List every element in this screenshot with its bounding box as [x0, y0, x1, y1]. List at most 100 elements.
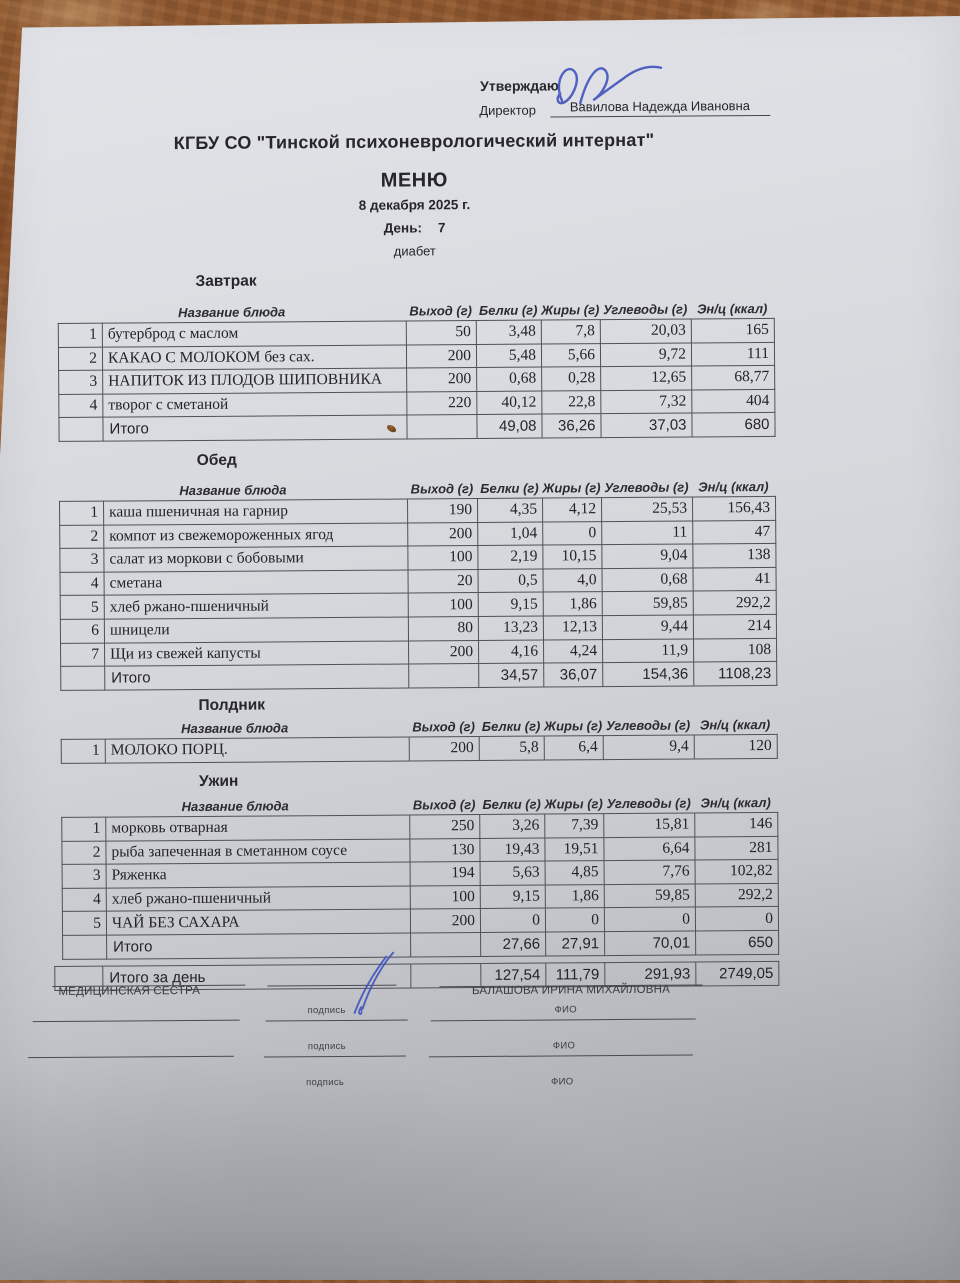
fio-caption: ФИО	[554, 1004, 577, 1016]
cell-carbs: 9,4	[603, 735, 695, 760]
col-header-name: Название блюда	[179, 482, 287, 499]
cell-out: 130	[409, 838, 481, 863]
col-header-energy: Эн/ц (ккал)	[700, 794, 771, 811]
meal-section-dinner: Ужин Название блюда Выход (г) Белки (г) …	[61, 769, 779, 960]
cell-out: 200	[410, 908, 481, 933]
cell-out: 100	[410, 885, 481, 910]
organization-title: КГБУ СО "Тинской психоневрологический ин…	[173, 129, 655, 154]
col-header-name: Название блюда	[181, 798, 289, 815]
meal-section-lunch: Обед Название блюда Выход (г) Белки (г) …	[59, 448, 777, 691]
cell-protein: 40,12	[476, 390, 542, 415]
cell-carbs: 59,85	[604, 883, 696, 909]
cell-out: 200	[408, 640, 479, 665]
cell-out: 194	[410, 861, 481, 886]
cell-n: 3	[59, 548, 105, 573]
col-header-out: Выход (г)	[409, 303, 473, 319]
menu-day: День: 7	[57, 218, 772, 238]
cell-n: 4	[60, 571, 105, 596]
cell-n: 1	[61, 817, 106, 842]
cell-n: 5	[60, 595, 105, 620]
total-protein: 49,08	[476, 414, 543, 439]
total-protein: 34,57	[478, 663, 544, 688]
cell-name: морковь отварная	[105, 814, 410, 841]
cell-energy: 0	[695, 906, 779, 931]
meal-title: Завтрак	[195, 272, 257, 290]
cell-energy: 146	[694, 812, 778, 837]
cell-out: 200	[409, 736, 480, 761]
cell-protein: 5,8	[479, 736, 545, 761]
cell-name: хлеб ржано-пшеничный	[106, 885, 411, 912]
cell-energy: 41	[693, 567, 777, 592]
cell-energy: 281	[694, 836, 779, 861]
cell-energy: 120	[694, 734, 778, 759]
cell-n: 3	[58, 370, 103, 395]
col-header-protein: Белки (г)	[478, 302, 538, 318]
col-header-protein: Белки (г)	[481, 718, 541, 734]
cell-protein: 13,23	[478, 616, 544, 641]
cell-fat: 5,66	[541, 343, 601, 368]
col-header-carbs: Углеводы (г)	[604, 479, 689, 496]
meal-section-breakfast: Завтрак Название блюда Выход (г) Белки (…	[57, 269, 776, 442]
cell-carbs: 0,68	[602, 567, 694, 593]
cell-carbs: 15,81	[603, 813, 695, 838]
cell-out: 50	[406, 320, 477, 345]
cell-carbs: 9,72	[600, 342, 692, 367]
day-total-protein: 127,54	[480, 963, 546, 988]
cell-name: КАКАО С МОЛОКОМ без сах.	[102, 344, 407, 371]
lunch-table: 1 каша пшеничная на гарнир 190 4,35 4,12 25,5…	[59, 496, 777, 691]
meal-section-snack: Полдник Название блюда Выход (г) Белки (…	[60, 693, 778, 764]
cell-fat: 12,13	[543, 615, 603, 640]
cell-out: 100	[408, 592, 479, 617]
cell-empty	[410, 932, 481, 957]
cell-energy: 292,2	[693, 590, 777, 615]
cell-fat: 6,4	[544, 735, 604, 760]
total-fat: 27,91	[545, 931, 605, 956]
cell-out: 100	[407, 545, 479, 570]
cell-carbs: 9,04	[601, 544, 694, 569]
director-signature-ink	[556, 65, 663, 105]
cell-empty	[408, 663, 479, 688]
signature-line	[265, 1019, 408, 1022]
cell-name: хлеб ржано-пшеничный	[104, 593, 409, 620]
cell-out: 20	[408, 569, 479, 594]
cell-fat: 0	[542, 521, 602, 546]
day-total-fat: 111,79	[545, 962, 605, 987]
meal-total-row: Итого 27,66 27,91 70,01 650	[62, 930, 779, 959]
cell-carbs: 7,32	[600, 389, 692, 415]
cell-out: 250	[409, 814, 480, 839]
col-header-out: Выход (г)	[410, 481, 474, 497]
cell-name: МОЛОКО ПОРЦ.	[105, 736, 410, 763]
cell-energy: 292,2	[695, 883, 779, 908]
day-value: 7	[437, 220, 446, 236]
cell-empty	[60, 666, 105, 691]
cell-protein: 0,5	[478, 568, 544, 593]
meal-title: Ужин	[198, 772, 239, 790]
cell-protein: 9,15	[478, 592, 544, 617]
snack-table: 1 МОЛОКО ПОРЦ. 200 5,8 6,4 9,4 120	[61, 734, 778, 764]
cell-n: 1	[59, 501, 104, 526]
cell-energy: 111	[691, 342, 775, 367]
cell-n: 1	[58, 323, 103, 348]
col-header-fat: Жиры (г)	[544, 796, 603, 812]
cell-energy: 214	[693, 614, 777, 639]
cell-protein: 4,16	[478, 639, 544, 664]
col-header-energy: Эн/ц (ккал)	[699, 716, 771, 733]
total-carbs: 70,01	[604, 930, 696, 956]
cell-name: сметана	[104, 569, 409, 596]
cell-n: 1	[61, 739, 106, 764]
cell-energy: 138	[692, 543, 776, 568]
cell-fat: 0	[545, 908, 605, 933]
cell-energy: 404	[691, 389, 775, 414]
cell-name: ЧАЙ БЕЗ САХАРА	[106, 909, 411, 936]
day-label: День:	[383, 220, 423, 236]
cell-fat: 10,15	[542, 544, 603, 569]
cell-energy: 156,43	[692, 496, 776, 521]
cell-protein: 0,68	[476, 367, 542, 392]
total-energy: 650	[695, 930, 779, 955]
cell-n: 2	[59, 524, 104, 549]
cell-fat: 0,28	[541, 366, 601, 391]
page-title: МЕНЮ	[380, 169, 448, 192]
cell-carbs: 20,03	[600, 319, 692, 344]
cell-fat: 22,8	[541, 390, 601, 415]
cell-fat: 19,51	[544, 837, 605, 862]
